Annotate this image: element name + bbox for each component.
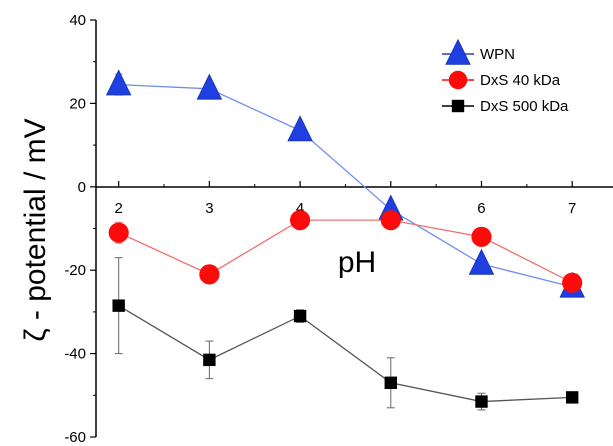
- y-tick-label: 0: [78, 179, 86, 196]
- y-tick-label: -40: [64, 346, 86, 363]
- legend-entry: WPN: [442, 38, 515, 65]
- legend-entry: DxS 500 kDa: [442, 98, 569, 115]
- data-point: [112, 299, 125, 312]
- series-line: [118, 219, 573, 284]
- x-tick-label: 3: [205, 200, 213, 217]
- data-point: [471, 226, 492, 247]
- legend-marker: [451, 99, 465, 113]
- y-tick-label: 20: [69, 95, 86, 112]
- legend-marker: [448, 70, 468, 90]
- data-point: [380, 210, 401, 231]
- data-point: [287, 115, 313, 142]
- data-point: [475, 395, 488, 408]
- data-point: [203, 353, 216, 367]
- data-point: [105, 69, 132, 96]
- legend-label: DxS 500 kDa: [480, 98, 569, 115]
- legend-label: WPN: [480, 46, 515, 63]
- y-tick-label: 40: [69, 12, 86, 29]
- legend: WPN DxS 40 kDa DxS 500 kDa: [442, 38, 569, 115]
- x-tick-label: 7: [568, 200, 576, 217]
- series-layer: [105, 69, 585, 411]
- legend-label: DxS 40 kDa: [480, 72, 561, 89]
- legend-entry: DxS 40 kDa: [442, 70, 561, 90]
- y-tick-label: -20: [64, 262, 86, 279]
- data-point: [108, 222, 129, 243]
- data-point: [562, 272, 583, 293]
- legend-marker: [445, 38, 471, 65]
- series-line: [118, 305, 573, 403]
- data-point: [384, 376, 397, 389]
- y-axis-title: ζ - potential / mV: [19, 118, 52, 341]
- data-point: [289, 210, 311, 231]
- x-axis-title: pH: [338, 246, 376, 279]
- data-point: [565, 391, 579, 404]
- series-line: [118, 83, 573, 288]
- x-tick-label: 2: [115, 200, 123, 217]
- y-tick-label: -60: [64, 429, 86, 446]
- data-point: [293, 309, 307, 323]
- data-point: [468, 248, 495, 275]
- data-point: [199, 264, 220, 285]
- data-point: [196, 73, 223, 100]
- series-dxs-500-kda: [112, 257, 579, 411]
- series-dxs-40-kda: [108, 210, 583, 293]
- x-tick-label: 6: [477, 200, 485, 217]
- x-tick-label: 4: [296, 200, 304, 217]
